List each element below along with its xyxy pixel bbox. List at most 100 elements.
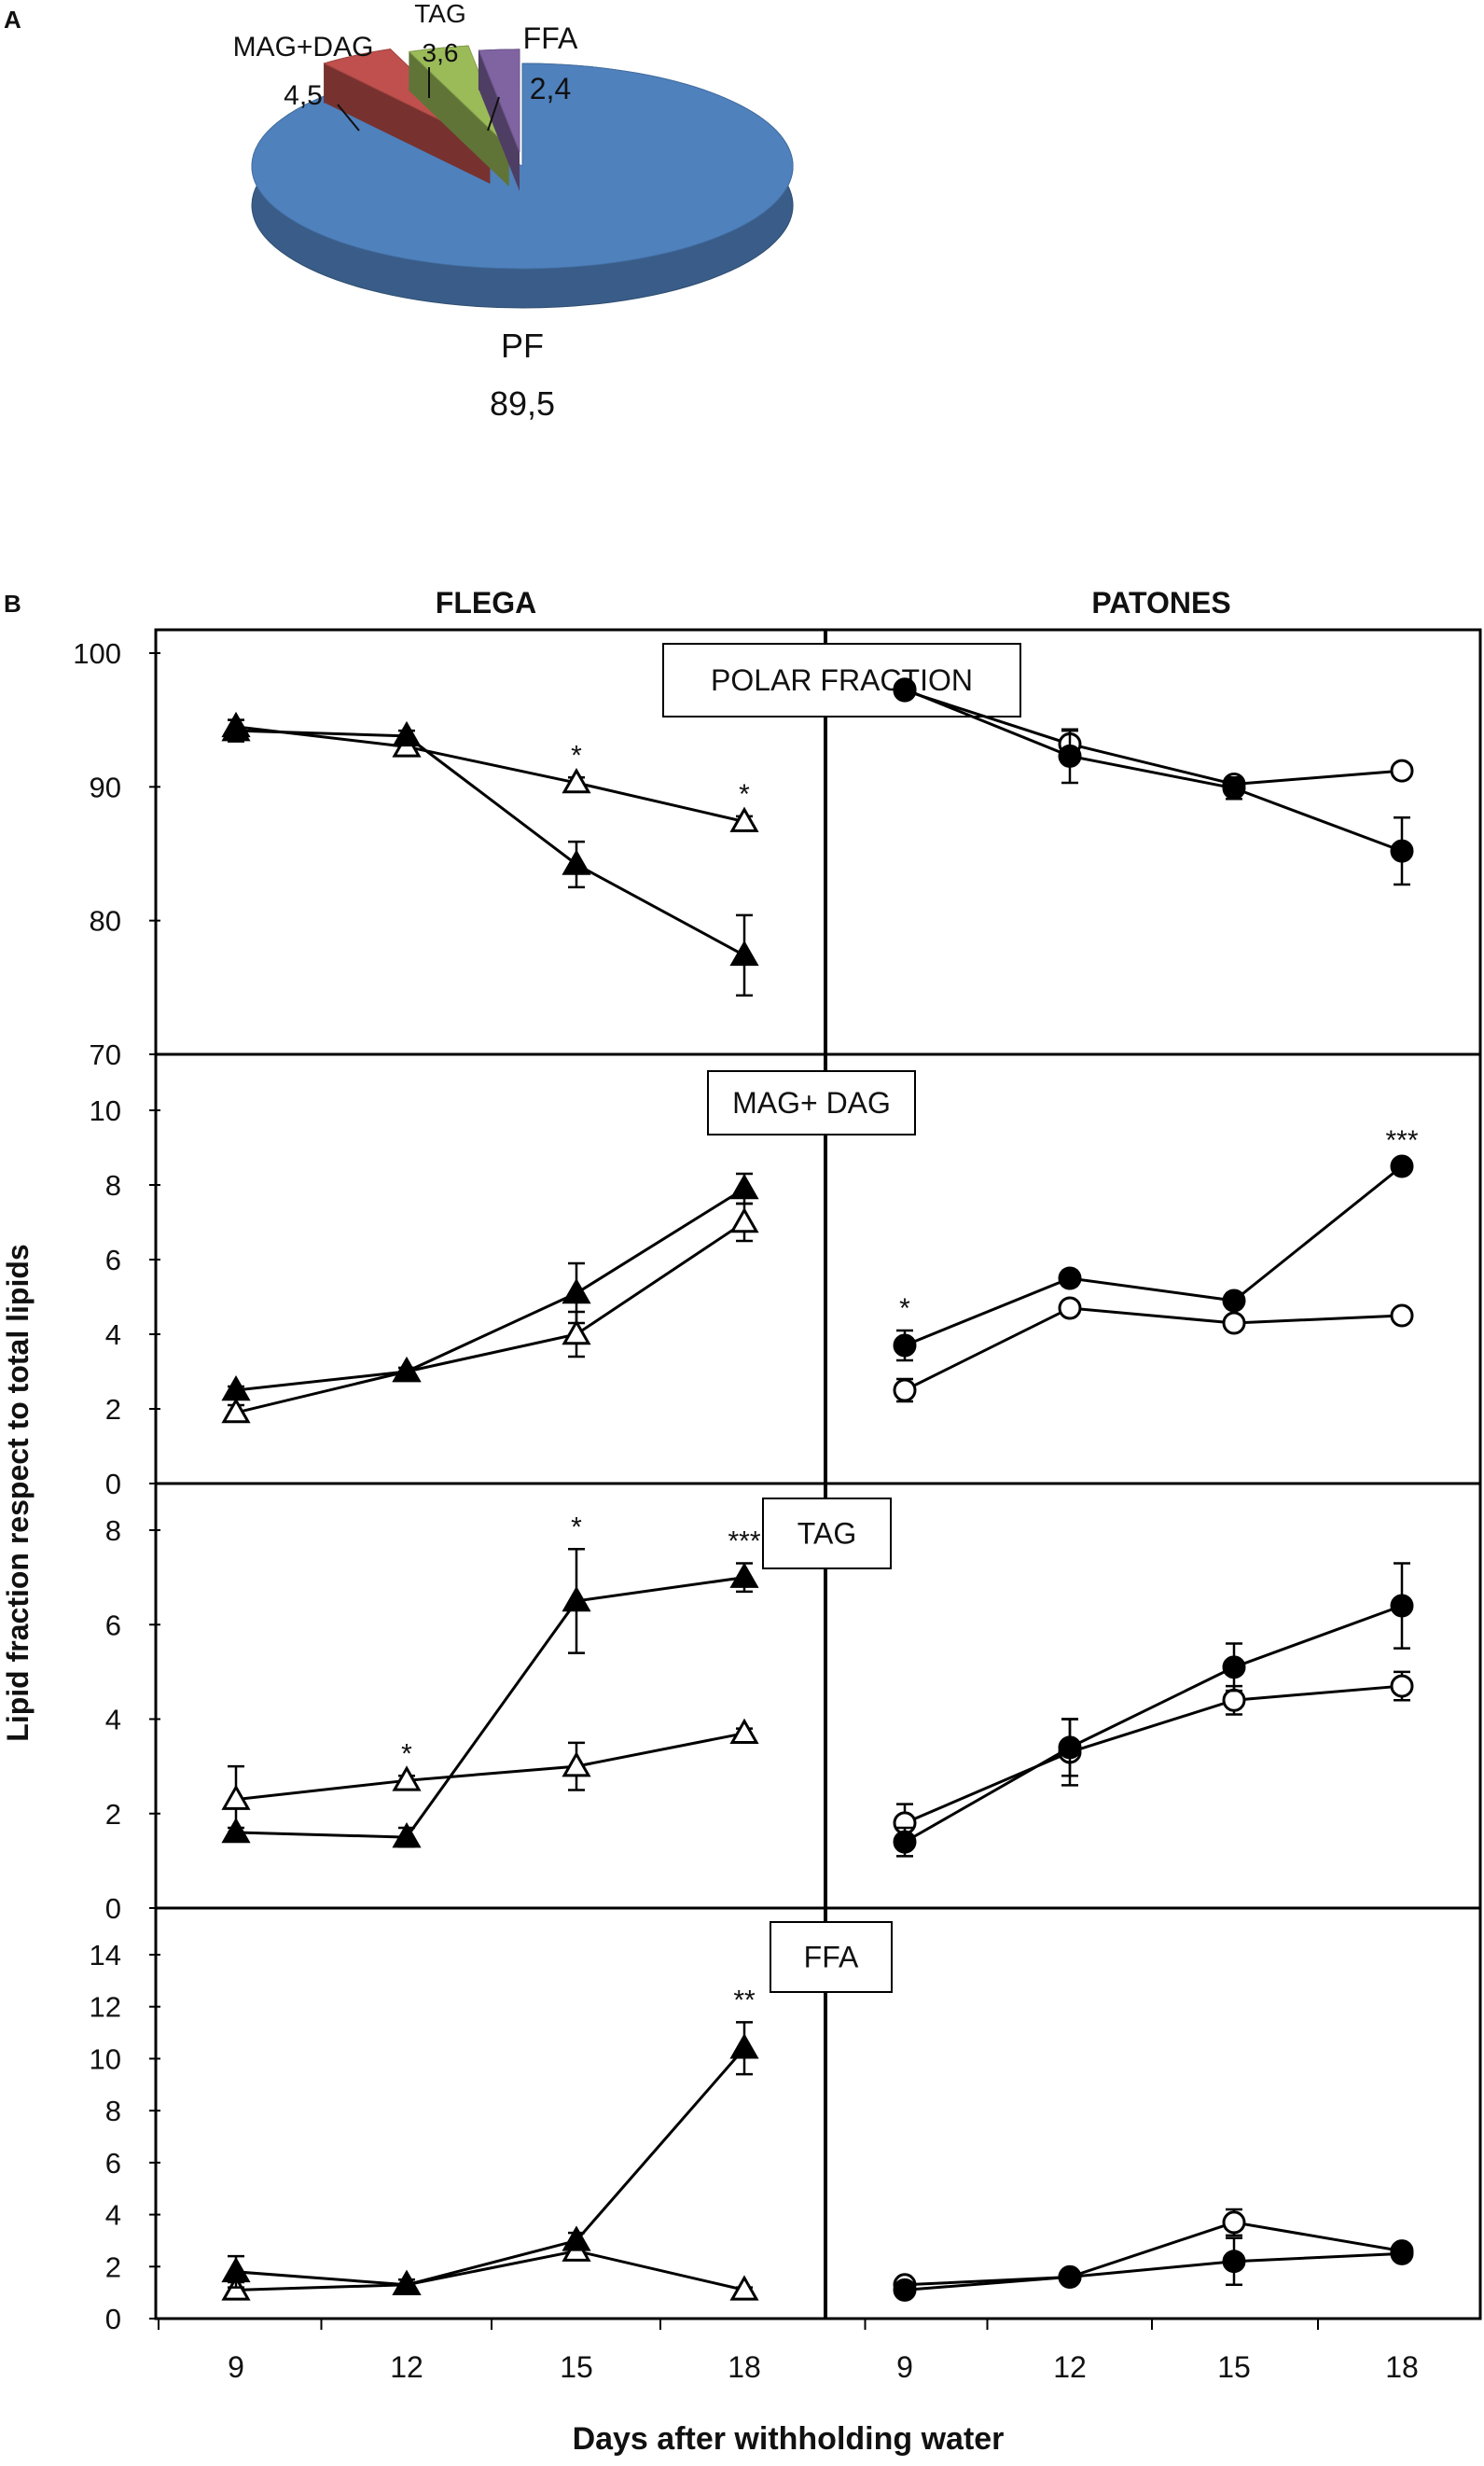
pie-label-tag-value: 3,6 xyxy=(423,38,459,67)
y-tick-label: 2 xyxy=(105,2250,121,2283)
x-axis-label: Days after withholding water xyxy=(573,2421,1005,2457)
y-tick-label: 8 xyxy=(105,2095,121,2127)
y-tick-label: 0 xyxy=(105,1468,121,1500)
y-tick-label: 6 xyxy=(105,2147,121,2180)
subplot-patones xyxy=(893,2208,1414,2302)
row-title-box xyxy=(770,1921,893,1993)
row-frame xyxy=(154,1906,1482,2320)
data-point xyxy=(1058,1266,1082,1290)
data-point xyxy=(1390,839,1414,863)
pie-label-pf-value: 89,5 xyxy=(490,384,555,423)
subplot-patones xyxy=(893,677,1414,886)
y-axis-label: Lipid fraction respect to total lipids xyxy=(1,1244,35,1741)
x-tick-label: 12 xyxy=(1053,2350,1087,2384)
pie-label-ffa-name: FFA xyxy=(523,21,578,55)
x-tick-label: 18 xyxy=(728,2350,761,2384)
data-point xyxy=(1390,759,1414,783)
x-tick-label: 18 xyxy=(1385,2350,1419,2384)
column-title-flega: FLEGA xyxy=(436,586,536,620)
data-point xyxy=(893,2278,917,2302)
data-point xyxy=(392,1822,422,1848)
row-title: FFA xyxy=(804,1941,859,1974)
y-tick-label: 10 xyxy=(90,1094,121,1127)
y-tick-label: 2 xyxy=(105,1393,121,1426)
y-tick-label: 100 xyxy=(73,637,121,670)
data-point xyxy=(1222,776,1246,801)
data-point xyxy=(893,1333,917,1358)
data-point xyxy=(1390,1594,1414,1618)
data-point xyxy=(392,2269,422,2296)
x-tick-label: 15 xyxy=(560,2350,593,2384)
row-title: TAG xyxy=(797,1517,856,1551)
data-point xyxy=(1058,2264,1082,2289)
series-drought xyxy=(893,2236,1414,2302)
series-control xyxy=(221,2236,759,2301)
data-point xyxy=(392,720,422,747)
x-tick-label: 15 xyxy=(1217,2350,1251,2384)
data-point xyxy=(729,1173,759,1200)
series-line-drought xyxy=(904,1604,1403,1844)
series-line-drought xyxy=(235,729,745,957)
data-point xyxy=(1390,1303,1414,1328)
data-point xyxy=(1058,744,1082,768)
series-line-drought xyxy=(235,1576,745,1839)
series-drought xyxy=(221,716,759,997)
y-tick-label: 2 xyxy=(105,1798,121,1831)
pie-label-ffa-value: 2,4 xyxy=(530,72,571,105)
row-title-box xyxy=(662,643,1021,718)
subplot-patones: **** xyxy=(893,1125,1419,1403)
significance-label: * xyxy=(401,1738,412,1769)
pie-label-magdag-name: MAG+DAG xyxy=(233,32,374,63)
data-point xyxy=(729,1206,759,1233)
row-ffa: 0 2 4 6 8 10 12 14 FFA ** xyxy=(90,1906,1482,2335)
data-point xyxy=(729,940,759,967)
pie-label-pf-name: PF xyxy=(501,327,544,365)
series-control xyxy=(893,2208,1414,2297)
y-tick-label: 4 xyxy=(105,2199,121,2232)
series-drought xyxy=(893,1154,1414,1362)
data-point xyxy=(1222,1311,1246,1335)
row-title-box xyxy=(707,1070,916,1135)
row-title: MAG+ DAG xyxy=(732,1086,891,1120)
y-tick-label: 0 xyxy=(105,1892,121,1925)
series-line-control xyxy=(235,1220,745,1414)
line-charts-panel: FLEGA PATONES Lipid fraction respect to … xyxy=(1,586,1482,2457)
data-point xyxy=(221,1374,251,1401)
x-tick-label: 9 xyxy=(228,2350,244,2384)
series-control xyxy=(893,1670,1414,1844)
data-point xyxy=(1222,2210,1246,2235)
data-point xyxy=(392,1765,422,1791)
data-point xyxy=(392,1356,422,1383)
series-line-drought xyxy=(904,2251,1403,2292)
subplot-patones xyxy=(893,1562,1414,1858)
data-point xyxy=(1058,1735,1082,1760)
data-point xyxy=(221,1397,251,1424)
pie-chart: PF 89,5 MAG+DAG 4,5 TAG 3,6 FFA 2,4 xyxy=(233,0,794,423)
data-point xyxy=(221,1784,251,1810)
data-point xyxy=(1390,2241,1414,2265)
y-tick-label: 6 xyxy=(105,1244,121,1276)
data-point xyxy=(562,1751,591,1777)
y-tick-label: 6 xyxy=(105,1609,121,1641)
data-point xyxy=(562,2225,591,2251)
series-line-control xyxy=(904,1684,1403,1825)
data-point xyxy=(1222,1688,1246,1712)
data-point xyxy=(562,849,591,875)
pie-slice-ffa xyxy=(478,49,520,191)
y-tick-label: 70 xyxy=(90,1038,121,1071)
series-line-control xyxy=(904,689,1403,786)
data-point xyxy=(729,2033,759,2059)
data-point xyxy=(893,1830,917,1854)
data-point xyxy=(562,768,591,794)
significance-label: * xyxy=(571,1512,582,1542)
pie-label-magdag-value: 4,5 xyxy=(284,80,323,111)
significance-label: * xyxy=(739,779,750,810)
panel-label-a: A xyxy=(4,6,21,34)
y-tick-label: 8 xyxy=(105,1169,121,1202)
series-drought xyxy=(221,2021,759,2296)
series-control xyxy=(893,1296,1414,1403)
data-point xyxy=(1058,1296,1082,1320)
subplot-flega: ** xyxy=(221,1985,759,2301)
